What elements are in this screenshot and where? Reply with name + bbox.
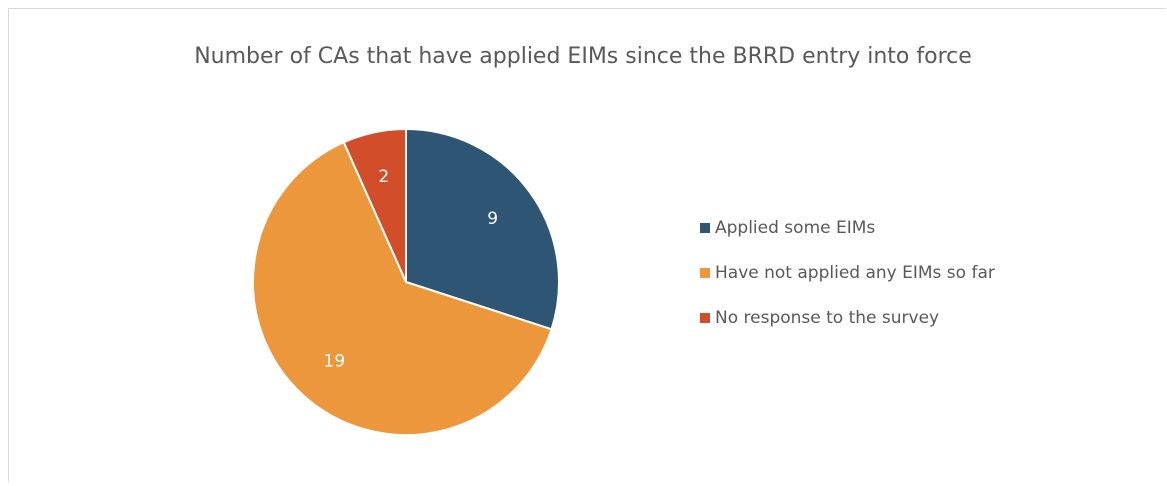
pie-slice (252, 140, 553, 436)
pie-slice (342, 127, 407, 283)
legend-label: Have not applied any EIMs so far (715, 263, 995, 283)
pie-slice (405, 127, 560, 331)
legend-swatch (700, 268, 710, 278)
chart-title: Number of CAs that have applied EIMs sin… (194, 44, 972, 69)
legend-swatch (700, 223, 710, 233)
chart-frame (8, 8, 1166, 482)
data-label: 2 (378, 167, 389, 187)
data-label: 19 (324, 352, 346, 372)
data-label: 9 (487, 209, 498, 229)
legend-label: Applied some EIMs (715, 218, 875, 238)
legend-label: No response to the survey (715, 308, 939, 328)
legend-swatch (700, 313, 710, 323)
